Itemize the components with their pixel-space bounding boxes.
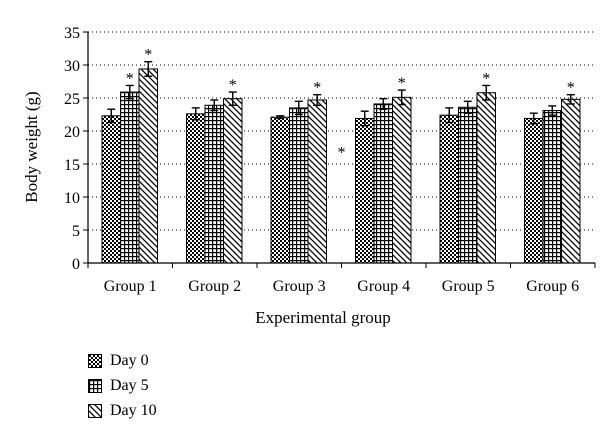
x-tick-label: Group 1 bbox=[104, 278, 157, 295]
x-tick-label: Group 2 bbox=[188, 278, 241, 295]
legend-swatch bbox=[88, 378, 102, 393]
legend-swatch bbox=[88, 403, 102, 418]
gridlines bbox=[88, 31, 595, 231]
annotation-marker: * bbox=[338, 145, 346, 162]
bar bbox=[270, 116, 290, 264]
bar bbox=[542, 110, 562, 264]
x-tick-label: Group 5 bbox=[442, 278, 495, 295]
y-tick-label: 5 bbox=[72, 223, 80, 240]
legend-item: Day 5 bbox=[88, 373, 157, 398]
legend-label: Day 5 bbox=[110, 376, 149, 394]
bars: * * * * * * * * bbox=[101, 47, 581, 264]
bar bbox=[458, 106, 478, 264]
significance-marker: * bbox=[482, 70, 490, 87]
y-tick-label: 35 bbox=[64, 25, 80, 42]
bar bbox=[355, 117, 375, 264]
significance-marker: * bbox=[567, 80, 575, 97]
legend-label: Day 0 bbox=[110, 351, 149, 369]
y-tick-label: 15 bbox=[64, 157, 80, 174]
bar bbox=[138, 68, 158, 264]
bar bbox=[476, 92, 496, 264]
y-tick-label: 10 bbox=[64, 190, 80, 207]
bar bbox=[101, 115, 121, 264]
bar bbox=[289, 107, 309, 264]
bar bbox=[120, 91, 140, 264]
y-tick-label: 0 bbox=[72, 256, 80, 273]
y-axis-title: Body weight (g) bbox=[22, 91, 41, 202]
x-tick-label: Group 4 bbox=[357, 278, 410, 295]
legend-item: Day 0 bbox=[88, 348, 157, 373]
bar bbox=[307, 99, 327, 264]
significance-marker: * bbox=[398, 75, 406, 92]
bar bbox=[524, 117, 544, 264]
bar bbox=[392, 96, 412, 264]
x-tick-label: Group 3 bbox=[273, 278, 326, 295]
y-tick-label: 25 bbox=[64, 91, 80, 108]
significance-marker: * bbox=[313, 80, 321, 97]
legend-label: Day 10 bbox=[110, 401, 157, 419]
bar bbox=[561, 98, 581, 264]
legend-item: Day 10 bbox=[88, 398, 157, 423]
y-tick-label: 30 bbox=[64, 58, 80, 75]
bar bbox=[186, 113, 206, 264]
bar bbox=[373, 103, 393, 264]
significance-marker: * bbox=[229, 77, 237, 94]
bar bbox=[439, 114, 459, 264]
significance-marker: * bbox=[126, 70, 134, 87]
significance-marker: * bbox=[144, 47, 152, 64]
legend-swatch bbox=[88, 353, 102, 368]
x-axis-title: Experimental group bbox=[255, 308, 391, 327]
legend: Day 0 Day 5 Day 10 bbox=[88, 348, 157, 423]
y-tick-label: 20 bbox=[64, 124, 80, 141]
bar bbox=[204, 104, 224, 264]
x-tick-label: Group 6 bbox=[526, 278, 579, 295]
axes: 0 5 10 15 20 25 30 35 Group 1 Group 2 Group 3 Group… bbox=[64, 25, 596, 295]
bar bbox=[223, 98, 243, 264]
